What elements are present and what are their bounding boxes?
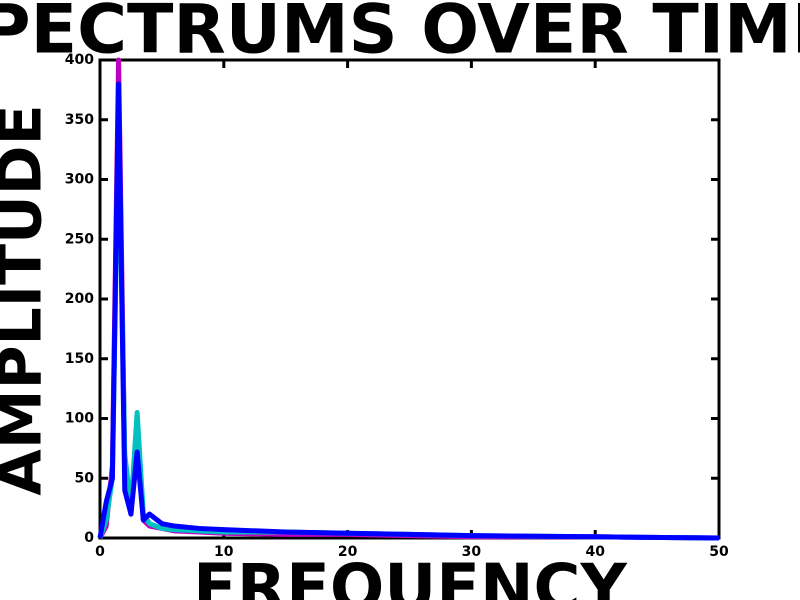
y-tick-label: 400 <box>65 52 94 68</box>
x-tick-label: 50 <box>709 544 729 560</box>
series-line <box>97 117 720 541</box>
x-axis-label: FREQUENCY <box>193 552 627 600</box>
x-tick-label: 10 <box>214 544 234 560</box>
y-tick-label: 0 <box>84 530 94 546</box>
x-tick-label: 30 <box>462 544 482 560</box>
chart-title: SPECTRUMS OVER TIME <box>0 0 800 70</box>
plot-frame <box>98 58 721 540</box>
y-tick-label: 200 <box>65 291 94 307</box>
x-tick-label: 20 <box>338 544 358 560</box>
y-axis-label: AMPLITUDE <box>0 104 56 495</box>
series-line <box>97 57 720 541</box>
y-tick-label: 350 <box>65 112 94 128</box>
y-tick-label: 300 <box>65 172 94 188</box>
y-tick-label: 250 <box>65 231 94 247</box>
x-tick-label: 0 <box>95 544 105 560</box>
series-line <box>97 81 720 541</box>
y-tick-label: 100 <box>65 411 94 427</box>
x-tick-label: 40 <box>585 544 605 560</box>
y-tick-label: 50 <box>75 470 95 486</box>
y-tick-label: 150 <box>65 351 94 367</box>
